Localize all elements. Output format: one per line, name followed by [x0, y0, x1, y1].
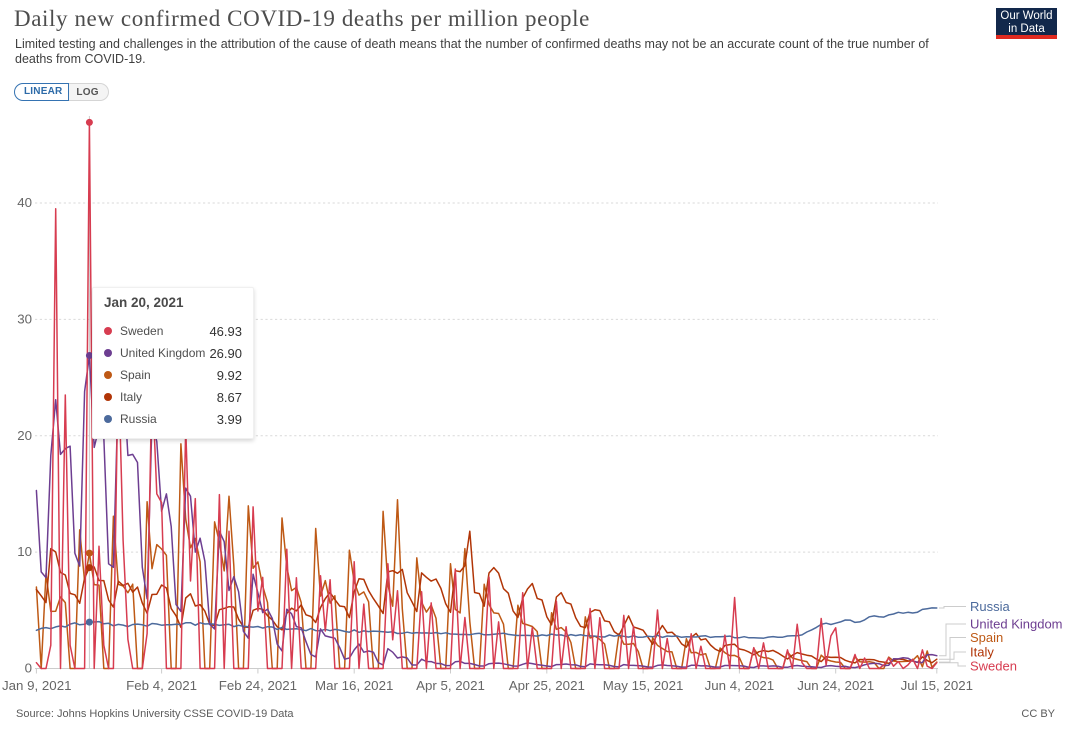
svg-text:Feb 4, 2021: Feb 4, 2021 [126, 678, 197, 693]
svg-text:Italy: Italy [970, 645, 994, 660]
svg-text:United Kingdom: United Kingdom [970, 617, 1063, 632]
svg-text:Feb 24, 2021: Feb 24, 2021 [219, 678, 297, 693]
svg-text:40: 40 [17, 195, 32, 210]
svg-text:0: 0 [25, 661, 32, 676]
svg-text:Apr 25, 2021: Apr 25, 2021 [509, 678, 585, 693]
svg-text:May 15, 2021: May 15, 2021 [603, 678, 684, 693]
svg-text:Sweden: Sweden [970, 659, 1017, 674]
svg-text:Jun 24, 2021: Jun 24, 2021 [797, 678, 874, 693]
svg-text:Apr 5, 2021: Apr 5, 2021 [416, 678, 485, 693]
svg-text:Mar 16, 2021: Mar 16, 2021 [315, 678, 393, 693]
svg-text:20: 20 [17, 428, 32, 443]
svg-text:Jun 4, 2021: Jun 4, 2021 [705, 678, 775, 693]
svg-text:Jan 9, 2021: Jan 9, 2021 [2, 678, 72, 693]
svg-text:Russia: Russia [970, 599, 1011, 614]
svg-text:Spain: Spain [970, 630, 1003, 645]
svg-text:10: 10 [17, 544, 32, 559]
svg-text:Jul 15, 2021: Jul 15, 2021 [901, 678, 973, 693]
svg-text:30: 30 [17, 311, 32, 326]
